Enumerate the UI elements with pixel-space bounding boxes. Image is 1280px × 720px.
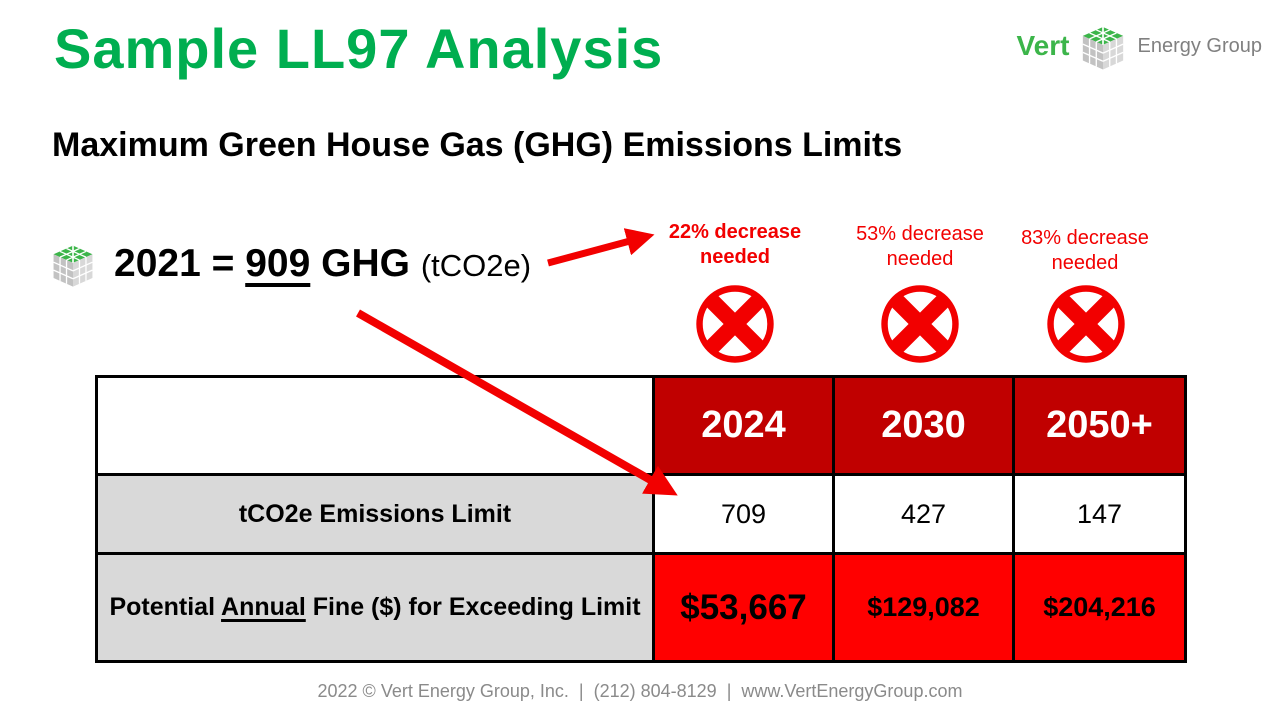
year-header-2050: 2050+ xyxy=(1012,375,1187,476)
ghg-2021-highlight: 2021 = 909 GHG (tCO2e) xyxy=(46,236,531,292)
ghg-2021-value: 909 xyxy=(245,242,311,285)
decrease-label-2030: 53% decrease needed xyxy=(825,222,1015,272)
vert-energy-group-logo: Vert Energy Group xyxy=(1017,16,1262,76)
annual-fine-2024: $53,667 xyxy=(652,552,835,663)
table-header-row: 2024 2030 2050+ xyxy=(95,375,1187,476)
annual-fine-2050: $204,216 xyxy=(1012,552,1187,663)
ghg-year-prefix: 2021 = xyxy=(114,242,246,285)
annual-fine-label-pre: Potential xyxy=(109,593,222,622)
x-circle-icon-2024 xyxy=(692,281,778,367)
ghg-label: GHG xyxy=(310,242,421,285)
decrease-label-2024-line2: needed xyxy=(699,246,771,268)
annual-fine-row: Potential Annual Fine ($) for Exceeding … xyxy=(95,552,1187,663)
emissions-limit-label: tCO2e Emissions Limit xyxy=(95,473,655,555)
ghg-limits-table: 2024 2030 2050+ tCO2e Emissions Limit 70… xyxy=(95,375,1187,663)
decrease-label-2050-line1: 83% decrease xyxy=(1021,227,1149,249)
decrease-label-2024-line1: 22% decrease xyxy=(668,221,802,243)
emissions-limit-row: tCO2e Emissions Limit 709 427 147 xyxy=(95,473,1187,555)
logo-suffix-text: Energy Group xyxy=(1137,34,1262,57)
annual-fine-label-post: Fine ($) for Exceeding Limit xyxy=(305,593,641,622)
ghg-unit: (tCO2e) xyxy=(420,248,532,283)
annual-fine-label: Potential Annual Fine ($) for Exceeding … xyxy=(95,552,655,663)
emissions-limit-2050: 147 xyxy=(1012,473,1187,555)
decrease-label-2050-line2: needed xyxy=(1051,252,1119,274)
emissions-limit-2024: 709 xyxy=(652,473,835,555)
vert-cube-icon xyxy=(1082,26,1125,71)
vert-cube-bullet-icon xyxy=(52,244,94,288)
decrease-label-2030-line2: needed xyxy=(886,248,954,270)
x-circle-icon-2030 xyxy=(877,281,963,367)
slide-footer: 2022 © Vert Energy Group, Inc. | (212) 8… xyxy=(317,681,963,701)
decrease-label-2050: 83% decrease needed xyxy=(990,226,1180,276)
slide-subtitle: Maximum Green House Gas (GHG) Emissions … xyxy=(52,126,903,164)
decrease-label-2030-line1: 53% decrease xyxy=(856,223,984,245)
annual-fine-2030: $129,082 xyxy=(832,552,1015,663)
annual-fine-label-underlined: Annual xyxy=(221,593,306,622)
year-header-2030: 2030 xyxy=(832,375,1015,476)
x-circle-icon-2050 xyxy=(1043,281,1129,367)
year-header-2024: 2024 xyxy=(652,375,835,476)
arrow-to-22-percent xyxy=(547,228,655,267)
logo-brand-text: Vert xyxy=(1016,30,1070,61)
ghg-2021-text: 2021 = 909 GHG (tCO2e) xyxy=(114,242,531,286)
slide-title: Sample LL97 Analysis xyxy=(54,17,664,80)
table-corner-cell xyxy=(95,375,655,476)
decrease-label-2024: 22% decrease needed xyxy=(640,220,830,270)
emissions-limit-2030: 427 xyxy=(832,473,1015,555)
